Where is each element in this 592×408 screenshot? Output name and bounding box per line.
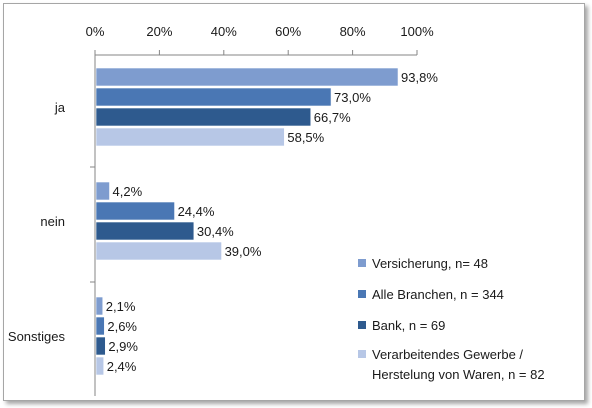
data-label-background: [105, 318, 140, 334]
data-label: 93,8%: [401, 70, 438, 85]
data-label: 39,0%: [225, 244, 262, 259]
bar: [95, 107, 312, 127]
data-label: 2,6%: [107, 319, 137, 334]
x-tick-label: 100%: [400, 24, 434, 39]
bar: [95, 201, 175, 221]
x-tick-label: 20%: [146, 24, 172, 39]
data-label-background: [103, 298, 139, 314]
bar: [95, 87, 332, 107]
data-label: 2,9%: [108, 339, 138, 354]
bar: [95, 127, 285, 147]
data-label-background: [194, 223, 237, 239]
data-label-background: [222, 243, 265, 259]
data-label-background: [110, 183, 145, 199]
legend-swatch: [358, 350, 366, 358]
data-label-background: [175, 203, 218, 219]
bar: [95, 296, 104, 316]
legend-label: Alle Branchen, n = 344: [372, 287, 504, 302]
legend-swatch: [358, 290, 366, 298]
x-tick-label: 40%: [211, 24, 237, 39]
data-label: 30,4%: [197, 224, 234, 239]
data-label: 2,1%: [106, 299, 136, 314]
bar: [95, 316, 105, 336]
legend-label: Versicherung, n= 48: [372, 256, 488, 271]
bar: [95, 221, 195, 241]
category-label: nein: [40, 214, 65, 229]
data-label-background: [106, 338, 141, 354]
data-label-background: [311, 109, 354, 125]
category-label: ja: [54, 100, 66, 115]
legend-label: Bank, n = 69: [372, 318, 445, 333]
legend-label: Herstelung von Waren, n = 82: [372, 367, 545, 382]
data-label: 24,4%: [178, 204, 215, 219]
x-tick-label: 0%: [86, 24, 105, 39]
bar: [95, 356, 105, 376]
x-tick-label: 80%: [340, 24, 366, 39]
data-label: 73,0%: [334, 90, 371, 105]
data-label: 2,4%: [107, 359, 137, 374]
data-label-background: [285, 129, 328, 145]
data-label: 58,5%: [287, 130, 324, 145]
legend-swatch: [358, 321, 366, 329]
bar: [95, 241, 222, 261]
legend-label: Verarbeitendes Gewerbe /: [372, 347, 523, 362]
data-label-background: [399, 69, 442, 85]
x-tick-label: 60%: [275, 24, 301, 39]
data-label-background: [104, 358, 140, 374]
bar: [95, 67, 399, 87]
category-label: Sonstiges: [8, 329, 66, 344]
bar: [95, 181, 110, 201]
bar: [95, 336, 106, 356]
data-label: 4,2%: [113, 184, 143, 199]
data-label-background: [332, 89, 375, 105]
data-label: 66,7%: [314, 110, 351, 125]
legend-swatch: [358, 259, 366, 267]
